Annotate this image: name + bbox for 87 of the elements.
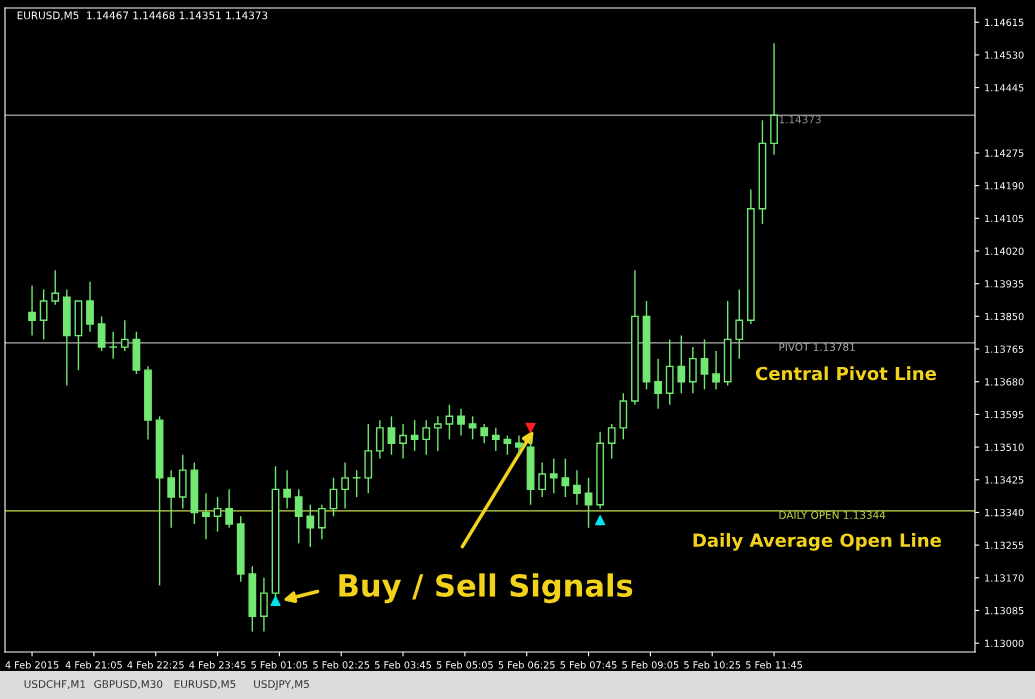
y-tick-label: 1.13425 bbox=[985, 476, 1024, 484]
candlestick bbox=[689, 346, 697, 394]
annotation: Central Pivot Line bbox=[755, 366, 937, 381]
candlestick bbox=[109, 331, 118, 360]
y-tick-label: 1.14105 bbox=[985, 214, 1024, 223]
candlestick bbox=[468, 415, 477, 441]
x-tick-label: 5 Feb 02:25 bbox=[313, 661, 370, 669]
candlestick bbox=[167, 469, 176, 529]
y-tick-label: 1.13510 bbox=[985, 443, 1024, 451]
candlestick bbox=[283, 469, 291, 510]
ref-line-label: DAILY OPEN 1.13344 bbox=[779, 511, 886, 519]
candlestick bbox=[515, 434, 523, 456]
y-tick-label: 1.13000 bbox=[985, 639, 1024, 647]
point bbox=[525, 422, 536, 433]
candlestick bbox=[445, 404, 454, 441]
x-tick-label: 4 Feb 22:25 bbox=[127, 661, 184, 669]
candlestick bbox=[503, 434, 512, 456]
candlestick bbox=[86, 281, 94, 333]
x-tick-label: 4 Feb 21:05 bbox=[65, 661, 122, 669]
x-tick-label: 4 Feb 2015 bbox=[5, 661, 59, 669]
x-tick-label: 5 Feb 10:25 bbox=[684, 661, 741, 669]
y-tick-label: 1.14530 bbox=[985, 51, 1024, 59]
candlestick bbox=[538, 461, 547, 498]
candlestick bbox=[387, 415, 396, 456]
x-tick-label: 5 Feb 01:05 bbox=[251, 661, 308, 669]
y-tick-label: 1.13170 bbox=[985, 574, 1024, 582]
candlestick bbox=[712, 350, 720, 391]
candlestick bbox=[120, 319, 129, 352]
y-tick-label: 1.13850 bbox=[985, 312, 1024, 321]
text: EURUSD,M5 bbox=[174, 680, 236, 690]
candlestick bbox=[480, 423, 489, 444]
candlestick bbox=[457, 407, 465, 437]
candlestick bbox=[39, 288, 48, 341]
candlestick bbox=[410, 419, 419, 452]
y-tick-label: 1.13255 bbox=[985, 541, 1024, 549]
candlestick bbox=[375, 419, 384, 460]
x-tick-label: 5 Feb 11:45 bbox=[746, 661, 802, 669]
x-tick-label: 5 Feb 03:45 bbox=[375, 661, 431, 669]
text: USDCHF,M1 bbox=[24, 680, 86, 690]
point bbox=[595, 515, 606, 526]
candlestick bbox=[294, 488, 303, 544]
chart-title: EURUSD,M5 1.14467 1.14468 1.14351 1.14373 bbox=[17, 11, 268, 21]
annotation: Buy / Sell Signals bbox=[339, 573, 633, 604]
y-tick-label: 1.13765 bbox=[985, 345, 1024, 353]
y-tick-label: 1.13085 bbox=[985, 606, 1024, 615]
text: GBPUSD,M30 bbox=[94, 680, 163, 690]
y-tick-label: 1.13340 bbox=[985, 508, 1024, 517]
y-tick-label: 1.14190 bbox=[985, 182, 1024, 190]
candlestick bbox=[306, 504, 315, 548]
candlestick bbox=[654, 357, 662, 410]
x-tick-label: 5 Feb 09:05 bbox=[622, 661, 679, 669]
y-tick-label: 1.14275 bbox=[985, 149, 1024, 157]
y-tick-label: 1.14020 bbox=[985, 247, 1024, 255]
text: USDJPY,M5 bbox=[254, 680, 309, 690]
candlestick bbox=[213, 496, 222, 533]
candlestick bbox=[202, 492, 210, 541]
candlestick bbox=[561, 457, 570, 498]
x-tick-label: 5 Feb 06:25 bbox=[498, 661, 555, 669]
x-tick-label: 5 Feb 07:45 bbox=[560, 661, 617, 669]
candlestick bbox=[352, 469, 361, 498]
y-tick-label: 1.13595 bbox=[985, 410, 1024, 419]
candlestick bbox=[97, 315, 106, 352]
candlestick bbox=[735, 288, 744, 360]
annotation: Daily Average Open Line bbox=[693, 533, 941, 551]
candlestick bbox=[422, 419, 431, 456]
x-tick-label: 4 Feb 23:45 bbox=[189, 661, 246, 669]
candlestick bbox=[318, 504, 326, 541]
candlestick bbox=[433, 415, 442, 452]
x-tick-label: 5 Feb 05:05 bbox=[436, 661, 493, 669]
candlestick bbox=[700, 338, 709, 391]
y-tick-label: 1.14445 bbox=[985, 84, 1024, 92]
candlestick bbox=[607, 423, 616, 460]
candlestick bbox=[549, 457, 558, 494]
candlestick bbox=[573, 469, 581, 506]
y-tick-label: 1.13680 bbox=[985, 378, 1024, 386]
y-tick-label: 1.14615 bbox=[985, 18, 1024, 27]
candlestick bbox=[677, 334, 686, 394]
candlestick bbox=[260, 577, 268, 633]
ref-line-label: PIVOT 1.13781 bbox=[779, 343, 855, 351]
candlestick bbox=[225, 488, 234, 529]
candlestick bbox=[51, 269, 60, 306]
candlestick bbox=[399, 423, 407, 460]
candlestick bbox=[341, 461, 349, 510]
candlestick bbox=[491, 427, 500, 452]
y-tick-label: 1.13935 bbox=[985, 280, 1024, 288]
candlestick bbox=[28, 284, 36, 337]
point bbox=[270, 595, 281, 606]
